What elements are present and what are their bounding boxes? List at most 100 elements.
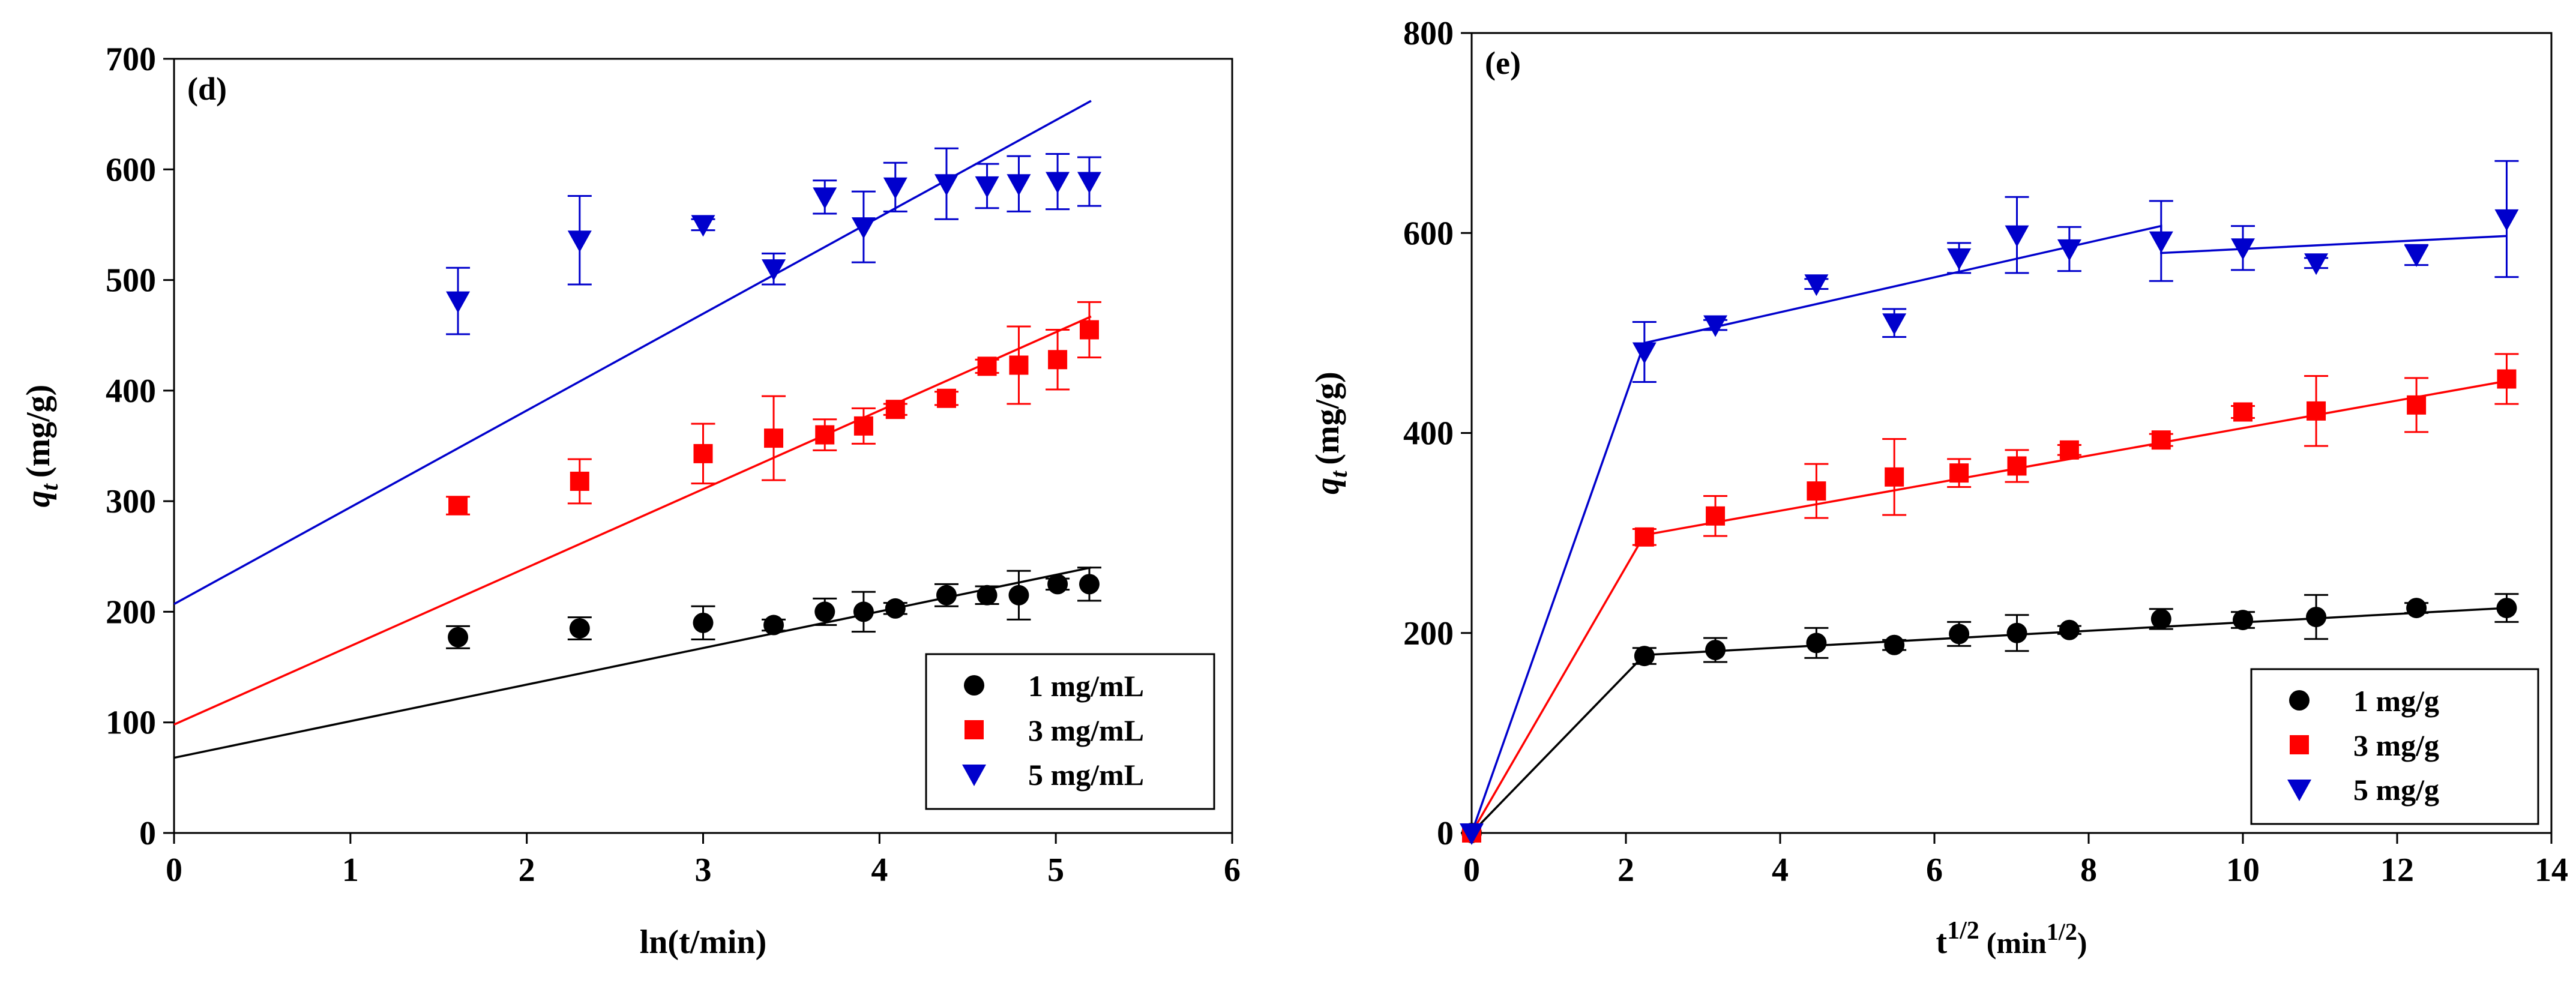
legend-label: 5 mg/mL [1028, 758, 1144, 792]
data-point-5-mg-ml [691, 215, 715, 237]
data-point-5-mg-ml [567, 230, 592, 253]
data-point-1-mg-g [2496, 598, 2517, 619]
data-point-3-mg-g [2233, 402, 2252, 422]
x-tick-label: 0 [1463, 852, 1480, 889]
data-point-5-mg-g [1804, 274, 1829, 296]
x-tick-label: 4 [1772, 852, 1789, 889]
y-tick-label: 400 [1403, 415, 1454, 452]
x-tick-label: 4 [871, 852, 888, 889]
data-point-5-mg-g [2005, 225, 2029, 247]
data-point-3-mg-ml [570, 471, 589, 491]
legend: 1 mg/g 3 mg/g 5 mg/g [2250, 668, 2539, 825]
series-5-mg-g [1460, 160, 2519, 845]
data-point-1-mg-ml [853, 601, 874, 622]
x-axis-title: t1/2 (min1/2) [1936, 917, 2087, 961]
data-point-3-mg-g [1949, 463, 1969, 483]
data-point-5-mg-g [2231, 238, 2255, 260]
data-point-5-mg-g [1882, 313, 1907, 335]
y-tick-label: 0 [1437, 815, 1454, 852]
x-axis-title-superscript: 1/2 [1947, 917, 1979, 945]
chart-panel-d: 0 1 2 3 4 5 6 0 100 200 300 400 500 600 700 (d) qt (mg/g)… [20, 41, 1241, 961]
data-point-5-mg-g [2149, 231, 2173, 253]
data-point-5-mg-ml [762, 259, 786, 281]
x-axis-title-unit-end: ) [2077, 926, 2087, 960]
data-point-1-mg-ml [448, 627, 469, 648]
data-point-5-mg-g [2404, 245, 2429, 267]
y-tick-label: 700 [106, 41, 156, 78]
data-point-3-mg-g [2307, 401, 2326, 421]
data-point-1-mg-g [1806, 633, 1827, 654]
y-tick-label: 600 [1403, 215, 1454, 252]
x-tick-label: 6 [1926, 852, 1943, 889]
fit-line-5-mg-ml [173, 100, 1092, 606]
data-point-3-mg-g [2151, 430, 2171, 450]
data-point-5-mg-ml [883, 177, 907, 199]
data-point-1-mg-g [2150, 609, 2171, 630]
legend-label: 3 mg/mL [1028, 714, 1144, 747]
x-tick-label: 0 [166, 852, 182, 889]
y-tick-label: 300 [106, 483, 156, 520]
y-axis-title-unit: (mg/g) [1309, 371, 1346, 465]
data-point-5-mg-g [1460, 823, 1484, 845]
y-axis-title: qt (mg/g) [1309, 371, 1352, 494]
x-tick-label: 1 [342, 852, 359, 889]
legend-label: 1 mg/g [2353, 684, 2439, 718]
data-point-5-mg-g [1632, 342, 1657, 364]
data-point-3-mg-ml [693, 443, 713, 463]
x-axis-title-unit: (min [1987, 926, 2047, 960]
fit-line-3-mg-ml [173, 315, 1092, 726]
y-tick-label: 200 [106, 594, 156, 631]
data-point-1-mg-g [2406, 598, 2427, 619]
data-point-3-mg-g [1807, 481, 1826, 501]
data-point-5-mg-ml [813, 187, 837, 209]
data-point-3-mg-ml [764, 428, 784, 448]
x-tick-label: 5 [1047, 852, 1064, 889]
legend-marker-1-mg-g [2289, 690, 2310, 711]
x-tick-label: 10 [2226, 852, 2260, 889]
data-point-1-mg-ml [1047, 574, 1068, 595]
data-point-3-mg-g [2407, 395, 2427, 415]
data-point-1-mg-g [1884, 634, 1905, 655]
x-tick-label: 8 [2080, 852, 2097, 889]
data-point-1-mg-ml [693, 612, 714, 633]
data-point-5-mg-ml [934, 174, 958, 196]
x-axis-title: ln(t/min) [640, 924, 767, 961]
data-point-3-mg-g [2007, 456, 2027, 476]
series-3-mg-g [1462, 353, 2519, 843]
y-axis-title-unit: (mg/g) [20, 385, 57, 478]
y-axis-title: qt (mg/g) [20, 385, 63, 508]
legend-label: 5 mg/g [2353, 773, 2439, 807]
data-point-1-mg-ml [885, 598, 906, 619]
data-point-3-mg-ml [815, 425, 835, 445]
data-point-1-mg-ml [1079, 574, 1100, 595]
data-point-3-mg-ml [1009, 355, 1029, 375]
data-point-5-mg-ml [975, 176, 999, 198]
legend: 1 mg/mL 3 mg/mL 5 mg/mL [925, 653, 1215, 810]
y-tick-label: 500 [106, 262, 156, 299]
x-tick-label: 2 [1618, 852, 1634, 889]
x-tick-label: 2 [519, 852, 535, 889]
panel-label: (e) [1485, 45, 1521, 81]
legend-label: 3 mg/g [2353, 729, 2439, 762]
data-point-1-mg-g [1634, 646, 1655, 667]
series-1-mg-ml [446, 567, 1101, 649]
data-point-5-mg-ml [1077, 172, 1101, 194]
data-point-1-mg-g [1949, 624, 1970, 645]
data-point-3-mg-ml [448, 496, 468, 516]
y-tick-label: 400 [106, 373, 156, 410]
legend-marker-5-mg-g [2287, 780, 2311, 801]
panel-label: (d) [187, 71, 227, 107]
legend-marker-3-mg-ml [964, 720, 984, 739]
y-tick-label: 600 [106, 151, 156, 188]
data-point-3-mg-ml [936, 388, 956, 408]
y-tick-label: 200 [1403, 615, 1454, 652]
y-axis-title-subscript: t [1325, 470, 1352, 478]
data-point-3-mg-g [1634, 527, 1654, 547]
x-axis-title-unit-superscript: 1/2 [2047, 918, 2077, 945]
x-axis-title-symbol: t [1936, 924, 1947, 961]
data-point-5-mg-g [2057, 239, 2081, 261]
data-point-5-mg-ml [446, 291, 471, 313]
data-point-3-mg-ml [885, 400, 905, 419]
data-point-1-mg-g [2006, 622, 2027, 643]
